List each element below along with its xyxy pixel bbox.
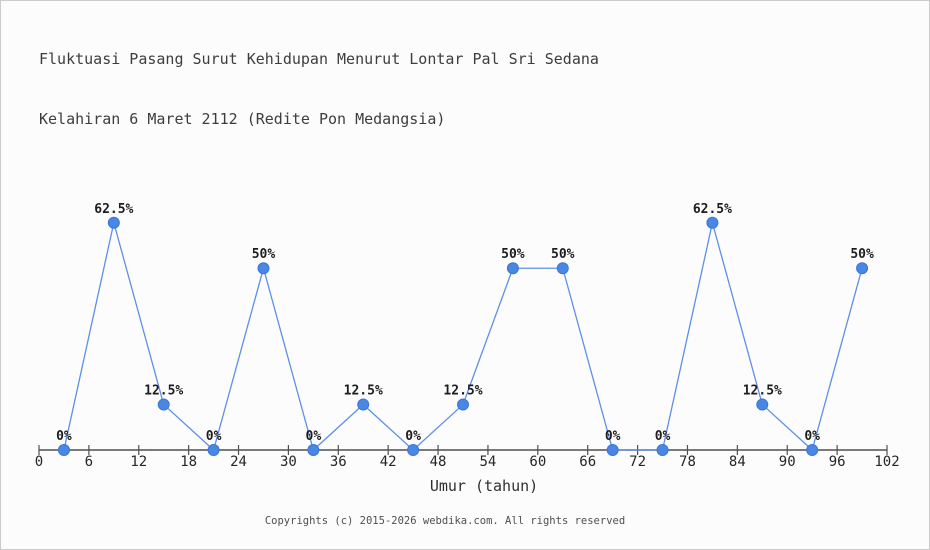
x-axis-tick-label: 60 — [529, 454, 546, 470]
x-axis-tick-label: 84 — [729, 454, 746, 470]
data-point — [107, 216, 120, 229]
data-point — [756, 398, 769, 411]
data-point-label: 0% — [804, 429, 820, 444]
data-point-label: 50% — [252, 247, 276, 262]
data-point — [257, 262, 270, 275]
data-point — [656, 444, 669, 456]
data-point — [706, 216, 719, 229]
x-axis-tick-label: 48 — [430, 454, 447, 470]
chart-title: Fluktuasi Pasang Surut Kehidupan Menurut… — [39, 9, 599, 169]
data-point — [457, 398, 469, 411]
data-point-label: 50% — [501, 247, 525, 262]
data-point — [407, 444, 420, 456]
x-axis-tick-label: 96 — [829, 454, 846, 470]
data-point — [556, 262, 569, 275]
data-point — [357, 398, 370, 411]
data-point-label: 12.5% — [743, 384, 782, 399]
data-point-label: 0% — [605, 429, 621, 444]
data-point-label: 12.5% — [443, 384, 482, 399]
data-point-label: 62.5% — [693, 202, 732, 217]
copyright-notice: Copyrights (c) 2015-2026 webdika.com. Al… — [264, 515, 626, 527]
x-axis-title: Umur (tahun) — [429, 477, 539, 495]
x-axis-tick-label: 54 — [480, 454, 497, 470]
data-series-line — [63, 222, 863, 452]
chart-title-line2: Kelahiran 6 Maret 2112 (Redite Pon Medan… — [39, 110, 446, 128]
x-axis-tick-label: 6 — [85, 454, 93, 470]
data-point-label: 50% — [850, 247, 874, 262]
x-axis-tick-label: 102 — [874, 454, 899, 470]
data-point — [157, 398, 170, 411]
x-axis-tick-label: 0 — [35, 454, 43, 470]
data-point-label: 0% — [206, 429, 222, 444]
x-axis-tick-label: 90 — [779, 454, 796, 470]
x-axis-tick-label: 30 — [280, 454, 297, 470]
data-point-label: 12.5% — [344, 384, 383, 399]
x-axis-tick-label: 42 — [380, 454, 397, 470]
data-point-label: 0% — [306, 429, 322, 444]
x-axis-tick-label: 24 — [230, 454, 247, 470]
x-axis-tick-label: 78 — [679, 454, 696, 470]
data-point-label: 0% — [405, 429, 421, 444]
data-point — [856, 262, 869, 275]
data-point — [307, 444, 320, 456]
x-axis-tick-label: 36 — [330, 454, 347, 470]
data-point-label: 62.5% — [94, 202, 133, 217]
data-point-label: 0% — [56, 429, 72, 444]
data-point — [506, 262, 519, 275]
chart-title-line1: Fluktuasi Pasang Surut Kehidupan Menurut… — [39, 50, 599, 68]
data-point-label: 0% — [655, 429, 671, 444]
x-axis-tick-label: 72 — [629, 454, 646, 470]
data-point — [207, 444, 220, 456]
data-point — [806, 444, 819, 456]
data-point-label: 50% — [551, 247, 575, 262]
x-axis-tick-label: 18 — [180, 454, 197, 470]
x-axis-tick-label: 12 — [130, 454, 147, 470]
data-point — [57, 444, 70, 456]
data-point — [606, 444, 619, 456]
x-axis-tick-label: 66 — [579, 454, 596, 470]
data-point-label: 12.5% — [144, 384, 183, 399]
